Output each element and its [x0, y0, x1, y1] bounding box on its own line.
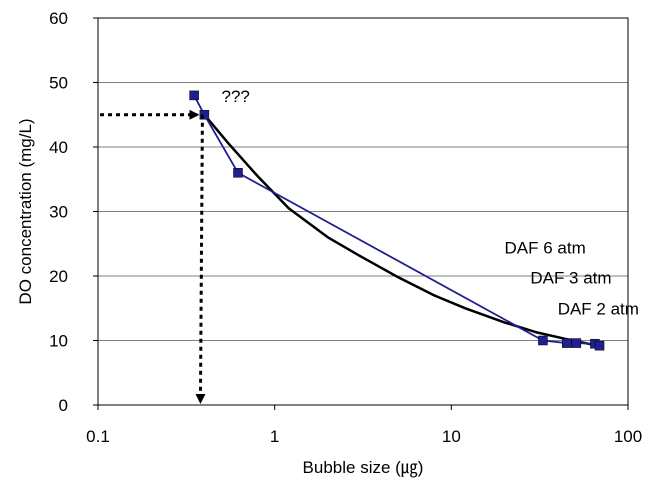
data-series-line [193, 94, 600, 347]
annotation-label: ??? [221, 87, 249, 106]
y-tick-label: 50 [49, 74, 68, 93]
y-tick-label: 40 [49, 138, 68, 157]
data-point [561, 338, 572, 348]
y-tick-label: 0 [59, 396, 68, 415]
data-point [571, 338, 582, 348]
data-point [233, 168, 243, 178]
x-axis-tick-labels: 0.1 1 10 100 [86, 405, 642, 446]
y-axis-tick-labels: 0 10 20 30 40 50 60 [49, 9, 98, 415]
x-tick-label: 10 [442, 427, 461, 446]
y-axis-title: DO concentration (mg/L) [16, 118, 35, 304]
x-tick-label: 0.1 [86, 427, 110, 446]
y-tick-label: 60 [49, 9, 68, 28]
data-point [199, 110, 210, 120]
annotation-label: DAF 3 atm [530, 269, 611, 288]
y-tick-label: 10 [49, 332, 68, 351]
annotations: ??? DAF 6 atm DAF 3 atm DAF 2 atm [221, 87, 638, 319]
reference-arrow [195, 114, 206, 404]
gridlines [98, 82, 628, 341]
data-point [538, 335, 548, 346]
series-layer [189, 90, 605, 351]
x-tick-label: 100 [614, 427, 642, 446]
reference-arrows [100, 109, 206, 404]
annotation-label: DAF 6 atm [505, 238, 586, 257]
data-point [594, 340, 605, 351]
fit-curve [203, 113, 601, 348]
annotation-label: DAF 2 atm [558, 300, 639, 319]
y-tick-label: 20 [49, 267, 68, 286]
x-tick-label: 1 [270, 427, 279, 446]
x-axis-title: Bubble size (㎍) [303, 458, 424, 478]
y-tick-label: 30 [49, 203, 68, 222]
data-point [189, 90, 199, 101]
